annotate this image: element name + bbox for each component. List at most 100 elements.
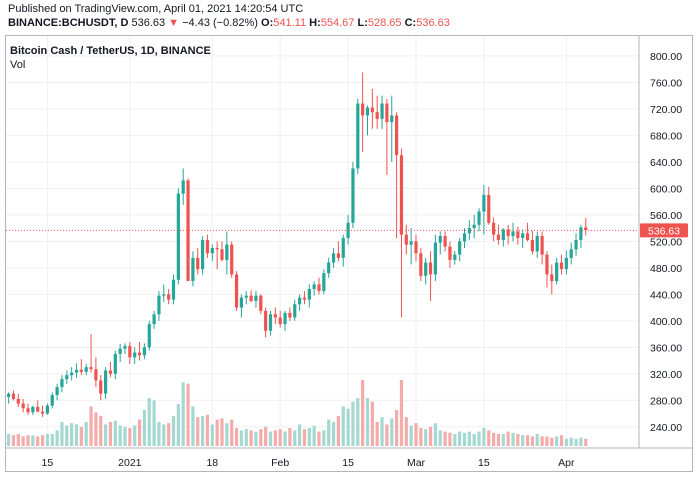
- volume-bar: [433, 423, 437, 446]
- volume-bar: [50, 434, 54, 446]
- volume-bar: [142, 410, 146, 446]
- candle-body: [288, 312, 292, 318]
- volume-bar: [244, 429, 248, 446]
- candle-body: [336, 253, 340, 258]
- price-tick-label: 360.00: [650, 342, 682, 354]
- candle-body: [104, 370, 108, 394]
- close-value: 536.63: [416, 17, 450, 29]
- volume-bar: [167, 423, 171, 446]
- volume-bar: [225, 423, 229, 446]
- time-tick-label: 15: [478, 457, 490, 469]
- candle-body: [133, 352, 137, 358]
- candle-body: [225, 244, 229, 260]
- volume-bar: [181, 382, 185, 446]
- candle-body: [45, 405, 49, 414]
- candle-body: [137, 352, 142, 356]
- candle-body: [79, 369, 83, 372]
- volume-bar: [375, 422, 379, 446]
- volume-bar: [171, 416, 176, 446]
- candle-body: [399, 155, 404, 235]
- volume-bar: [16, 434, 20, 446]
- high-value: 554.67: [320, 17, 355, 29]
- candle-body: [550, 274, 554, 282]
- candle-body: [302, 297, 307, 300]
- candle-body: [395, 115, 399, 156]
- volume-bar: [477, 431, 481, 446]
- volume-bar: [545, 436, 549, 446]
- low-value: 528.65: [367, 17, 402, 29]
- volume-bar: [293, 430, 297, 446]
- volume-bar: [210, 424, 214, 446]
- candle-body: [249, 295, 253, 301]
- candle-body: [278, 317, 282, 325]
- volume-bar: [133, 425, 137, 446]
- grid-lines: [6, 36, 639, 448]
- candle-body: [186, 180, 190, 282]
- candle-body: [55, 387, 59, 396]
- price-tick-label: 680.00: [650, 130, 682, 142]
- candle-body: [375, 112, 379, 119]
- candle-body: [414, 241, 418, 254]
- candle-body: [273, 314, 277, 318]
- volume-bar: [259, 429, 263, 446]
- volume-bar: [186, 383, 190, 446]
- volume-bar: [346, 408, 350, 446]
- candles: [7, 72, 588, 417]
- volume-bar: [395, 410, 399, 446]
- candle-body: [540, 236, 544, 255]
- candle-body: [230, 244, 234, 275]
- volume-bar: [584, 438, 588, 446]
- volume-bar: [331, 422, 336, 446]
- volume-bar: [506, 431, 510, 446]
- candle-body: [535, 236, 539, 252]
- candle-body: [506, 229, 510, 237]
- time-tick-label: Mar: [407, 457, 426, 469]
- volume-bar: [559, 435, 564, 446]
- candle-body: [307, 289, 311, 300]
- candle-body: [530, 240, 534, 252]
- volume-bar: [404, 417, 408, 446]
- volume-bar: [361, 380, 365, 446]
- price-axis: 800.00 760.00 720.00 680.00 640.00 600.00 560.…: [650, 51, 682, 434]
- price-tick-label: 400.00: [650, 316, 682, 328]
- candle-body: [152, 314, 156, 325]
- candle-body: [472, 224, 476, 229]
- candle-body: [521, 233, 525, 239]
- volume-bar: [511, 432, 515, 446]
- candle-body: [511, 231, 515, 237]
- candle-body: [477, 211, 481, 225]
- candle-body: [142, 347, 146, 356]
- candle-body: [564, 257, 568, 270]
- volume-bar: [176, 404, 180, 446]
- candle-body: [176, 193, 180, 280]
- candle-body: [118, 348, 122, 354]
- volume-bar: [21, 436, 25, 446]
- volume-bar: [409, 425, 413, 446]
- candle-body: [317, 284, 321, 292]
- price-tick-label: 600.00: [650, 183, 682, 195]
- volume-legend-label: Vol: [10, 59, 25, 71]
- volume-bar: [118, 425, 122, 446]
- volume-bar: [448, 432, 452, 446]
- candle-body: [40, 411, 45, 414]
- candle-body: [322, 273, 326, 292]
- volume-bar: [89, 406, 93, 446]
- price-tick-label: 280.00: [650, 395, 682, 407]
- price-tick-label: 720.00: [650, 104, 682, 116]
- low-label: L:: [357, 17, 368, 29]
- candle-body: [501, 229, 505, 241]
- volume-bar: [152, 400, 156, 446]
- price-tick-label: 480.00: [650, 263, 682, 275]
- candle-body: [356, 103, 360, 169]
- candle-body: [123, 345, 127, 349]
- candle-body: [390, 115, 394, 123]
- candle-body: [545, 254, 549, 275]
- chart-frame[interactable]: [5, 35, 693, 472]
- time-tick-label: Feb: [271, 457, 289, 469]
- candle-body: [351, 168, 355, 223]
- volume-bar: [574, 438, 578, 446]
- volume-bar: [356, 398, 360, 446]
- open-value: 541.11: [273, 17, 307, 29]
- volume-bar: [123, 426, 127, 446]
